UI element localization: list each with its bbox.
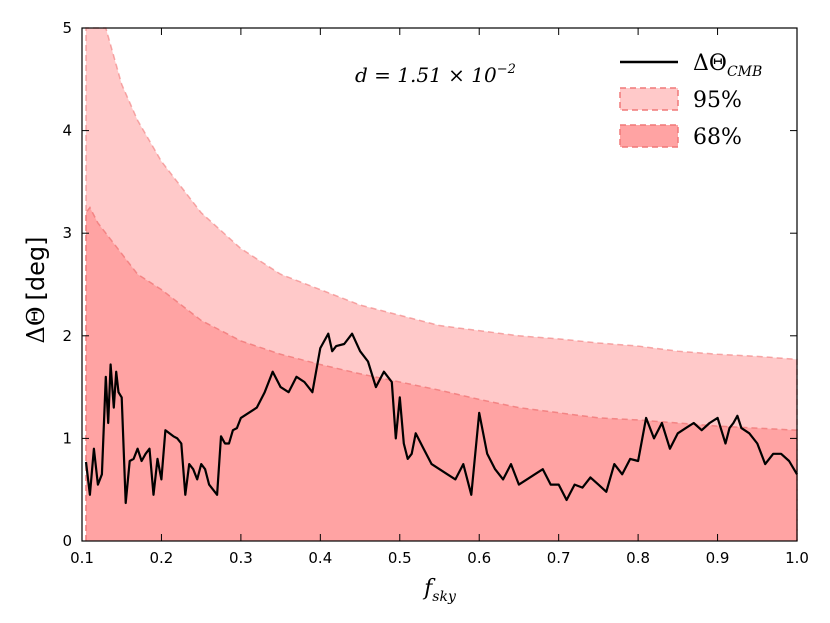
legend: ΔΘCMB 95% 68%	[619, 51, 762, 150]
legend-swatch-band95	[619, 87, 679, 111]
x-tick-label: 0.7	[547, 549, 571, 567]
y-axis-label-symbol: ΔΘ	[22, 306, 50, 343]
series-line-delta-theta-cmb	[84, 332, 798, 505]
x-tick-label: 0.5	[388, 549, 412, 567]
x-tick-label: 1.0	[785, 549, 809, 567]
y-tick-label: 1	[62, 429, 72, 447]
x-tick-label: 0.8	[626, 549, 650, 567]
plot-area	[84, 27, 798, 542]
y-axis-label-unit: [deg]	[22, 237, 50, 301]
y-tick-label: 5	[62, 19, 72, 37]
y-tick-label: 2	[62, 327, 72, 345]
band-68-edge	[85, 206, 798, 541]
x-tick-label: 0.6	[467, 549, 491, 567]
legend-item-band68: 68%	[619, 124, 742, 150]
x-tick-label: 0.2	[150, 549, 174, 567]
band-68-area	[85, 207, 797, 542]
x-axis-label: fsky	[422, 576, 457, 605]
x-tick-label: 0.4	[308, 549, 332, 567]
x-tick-label: 0.1	[70, 549, 94, 567]
legend-label-sub: CMB	[727, 64, 762, 80]
y-tick-label: 3	[62, 224, 72, 242]
legend-label-main: ΔΘ	[693, 51, 727, 76]
annotation-main: d = 1.51 × 10	[355, 63, 497, 87]
annotation-d-value: d = 1.51 × 10−2	[355, 62, 516, 87]
y-axis-label: ΔΘ [deg]	[22, 237, 50, 344]
x-tick-label: 0.3	[229, 549, 253, 567]
legend-item-band95: 95%	[619, 87, 742, 113]
x-axis-ticks: 0.1 0.2 0.3 0.4 0.5 0.6 0.7 0.8 0.9 1.0	[70, 28, 809, 567]
legend-label: ΔΘCMB	[693, 51, 762, 80]
x-tick-label: 0.9	[706, 549, 730, 567]
x-axis-label-sub: sky	[432, 589, 457, 605]
legend-label: 95%	[693, 88, 742, 113]
legend-label-main: 95%	[693, 88, 742, 113]
legend-swatch-band68	[619, 124, 679, 148]
annotation-exponent: −2	[497, 62, 516, 77]
y-axis-ticks: 0 1 2 3 4 5	[62, 19, 797, 550]
y-tick-label: 4	[62, 122, 72, 140]
legend-label: 68%	[693, 125, 742, 150]
legend-label-main: 68%	[693, 125, 742, 150]
y-tick-label: 0	[62, 532, 72, 550]
axes-frame	[81, 27, 798, 542]
legend-item-line: ΔΘCMB	[620, 51, 762, 80]
